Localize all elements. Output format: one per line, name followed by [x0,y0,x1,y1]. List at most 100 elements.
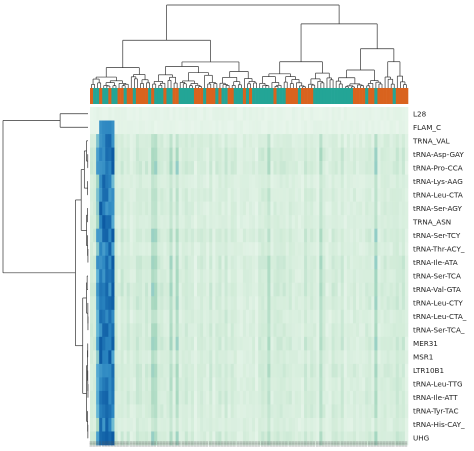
heatmap-cell [368,363,372,378]
column-label: ||||||| [183,441,187,447]
heatmap-cell [151,431,155,446]
heatmap-cell [175,309,179,324]
heatmap-cell [117,242,121,257]
heatmap-cell [203,404,207,419]
heatmap-cell [362,431,366,446]
heatmap-cell [99,147,103,162]
heatmap-cell [255,404,259,419]
heatmap-cell [233,363,238,378]
heatmap-cell [138,120,143,135]
heatmap-cell [154,431,158,446]
heatmap-cell [346,377,351,392]
heatmap-cell [343,201,348,216]
column-label: ||||||| [351,441,355,447]
heatmap-cell [120,363,124,378]
heatmap-cell [187,363,192,378]
heatmap-cell [212,377,216,392]
heatmap-cell [193,228,198,243]
heatmap-cell [187,282,192,297]
column-label: ||||||| [391,441,395,447]
heatmap-cell [93,431,97,446]
heatmap-cell [126,404,131,419]
heatmap-cell [346,336,351,351]
heatmap-cell [111,296,115,311]
heatmap-cell [270,350,274,365]
heatmap-cell [368,242,372,257]
column-annotation-cell [215,88,219,104]
heatmap-cell [221,174,225,189]
heatmap-cell [267,390,271,405]
heatmap-cell [279,296,283,311]
heatmap-cell [371,174,375,189]
heatmap-cell [337,350,342,365]
heatmap-cell [221,323,225,338]
heatmap-cell [389,107,394,121]
heatmap-cell [184,404,189,419]
heatmap-cell [325,215,329,229]
heatmap-cell [206,174,210,189]
row-label: tRNA-Ser-TCY [413,231,461,240]
heatmap-cell [337,404,342,419]
heatmap-cell [291,242,296,257]
heatmap-cell [285,417,290,432]
heatmap-cell [132,404,137,419]
heatmap-cell [212,242,216,257]
heatmap-cell [316,282,320,297]
heatmap-cell [236,107,241,121]
heatmap-cell [138,161,143,175]
heatmap-cell [239,242,244,257]
heatmap-cell [123,336,127,351]
heatmap-cell [138,255,143,270]
heatmap-cell [148,390,152,405]
heatmap-cell [108,269,112,284]
heatmap-cell [105,309,109,324]
heatmap-cell [114,228,118,243]
heatmap-cell [346,269,351,284]
heatmap-cell [273,404,277,419]
heatmap-cell [178,323,183,338]
heatmap-cell [96,242,100,257]
heatmap-cell [120,174,124,189]
heatmap-cell [141,215,146,229]
heatmap-cell [163,404,167,419]
heatmap-cell [282,431,286,446]
heatmap-cell [279,282,283,297]
heatmap-cell [227,215,231,229]
column-label: ||||||| [244,441,248,447]
column-annotation-cell [343,88,348,104]
heatmap-cell [380,336,384,351]
heatmap-cell [291,188,296,202]
heatmap-cell [114,269,118,284]
heatmap-cell [227,134,231,148]
heatmap-cell [126,161,131,175]
heatmap-cell [151,296,155,311]
heatmap-cell [279,404,283,419]
heatmap-cell [356,377,360,392]
heatmap-cell [135,390,140,405]
heatmap-cell [401,120,406,135]
heatmap-cell [322,417,326,432]
heatmap-cell [270,242,274,257]
heatmap-cell [114,282,118,297]
heatmap-cell [117,390,121,405]
column-annotation-cell [160,88,164,104]
column-annotation-cell [398,88,403,104]
heatmap-cell [197,404,201,419]
heatmap-cell [258,404,262,419]
heatmap-cell [404,390,409,405]
heatmap-cell [307,363,311,378]
heatmap-cell [96,161,100,175]
heatmap-cell [141,404,146,419]
heatmap-cell [224,323,228,338]
heatmap-cell [249,282,253,297]
heatmap-cell [151,363,155,378]
heatmap-cell [267,323,271,338]
heatmap-cell [245,377,250,392]
heatmap-cell [377,188,381,202]
heatmap-cell [392,363,397,378]
heatmap-cell [145,350,149,365]
heatmap-cell [294,404,299,419]
column-annotation-cell [337,88,342,104]
heatmap-cell [362,390,366,405]
heatmap-cell [99,282,103,297]
